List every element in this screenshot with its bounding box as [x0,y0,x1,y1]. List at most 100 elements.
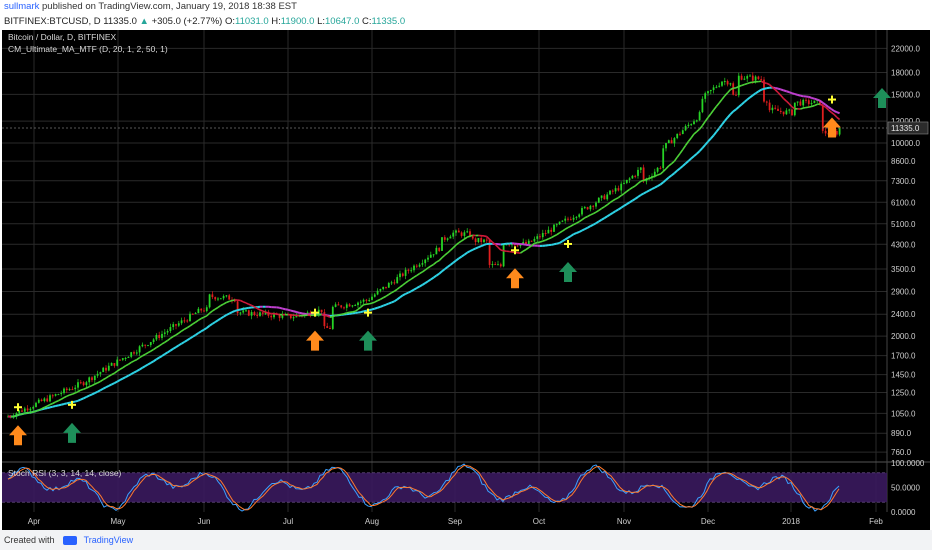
ma-fast-line [578,219,583,223]
candle-body [211,294,214,298]
candle-body [96,373,99,376]
ma-fast-line [617,194,622,199]
ma-fast-line [671,160,675,165]
ma-fast-line [142,353,146,357]
ma-slow-line [164,351,169,355]
ma-slow-line [693,152,698,157]
stoch-k-line [7,463,840,512]
ma-fast-line [382,295,387,299]
candle-body [765,101,768,103]
candle-body [124,357,127,359]
candle-body [628,178,631,180]
candle-body [600,195,603,198]
candle-body [704,93,707,99]
ma-slow-line [419,284,423,288]
candle-body [460,232,463,236]
ma-fast-line [724,92,729,97]
candle-body [225,295,228,297]
ma-slow-line [85,394,90,398]
ma-fast-line [197,317,202,321]
price-tick-label: 3500.0 [891,265,916,274]
ma-slow-line [466,250,471,254]
ma-slow-line [676,167,681,172]
ma-fast-line [463,236,468,240]
ma-fast-line [819,103,824,107]
candle-body [687,124,690,127]
candle-body [690,124,693,126]
ma-fast-line [595,209,600,213]
candle-body [499,264,502,267]
ma-fast-line [329,315,333,318]
ma-fast-line [542,239,546,242]
ma-fast-line [525,246,530,251]
ma-fast-line [262,310,266,313]
ma-slow-line [161,353,166,357]
ma-fast-line [32,410,37,413]
price-tick-label: 15000.0 [891,90,920,99]
price-chart-svg[interactable]: 22000.0 18000.0 15000.0 12000.0 10000.0 8600.… [2,30,930,530]
ma-fast-line [102,377,107,381]
chart-canvas[interactable]: 22000.0 18000.0 15000.0 12000.0 10000.0 8600.… [2,30,930,530]
ma-fast-line [710,109,715,115]
candle-body [791,109,793,116]
candle-body [802,99,805,106]
ma-slow-line [752,92,757,97]
candle-body [583,207,586,209]
ma-slow-line [113,380,118,384]
ma-slow-line [181,341,185,345]
tradingview-link[interactable]: TradingView [83,535,134,545]
candle-body [586,207,589,210]
time-axis-label: Apr [28,517,41,526]
candle-body [637,169,639,176]
ma-fast-line [466,235,471,238]
candle-body [785,110,788,115]
ma-fast-line [206,312,211,317]
candle-body [57,394,60,396]
candle-body [186,320,189,322]
candle-body [578,214,581,217]
ma-fast-line [623,190,628,195]
ma-fast-line [531,242,535,247]
ma-fast-line [609,200,614,204]
candle-body [413,265,415,271]
candle-body [247,310,250,316]
candle-body [278,314,281,318]
ma-fast-line [763,81,767,85]
ma-fast-line [217,304,222,309]
candle-body [77,382,79,388]
ma-slow-line [382,303,387,307]
buy-signal-arrow-icon [873,88,891,108]
indicator-legend[interactable]: CM_Ultimate_MA_MTF (D, 20, 1, 2, 50, 1) [8,44,168,54]
ma-slow-line [598,218,603,223]
ma-fast-line [147,350,152,354]
ma-slow-line [122,376,127,380]
candle-body [813,100,816,104]
ma-slow-line [402,293,407,297]
candle-body [259,312,261,316]
ma-fast-line [730,87,734,91]
candle-body [337,304,340,306]
candle-body [662,148,665,169]
candle-body [51,395,54,397]
author-link[interactable]: sullmark [4,1,40,12]
ma-fast-line [130,360,135,364]
ma-fast-line [567,225,572,229]
high-label: H: [271,16,281,27]
candle-body [197,308,200,314]
candle-body [233,300,236,302]
ma-fast-line [441,254,446,259]
candle-body [236,301,239,314]
ma-slow-line [240,307,244,311]
ma-fast-line [407,278,412,282]
candle-body [707,91,709,94]
ma-fast-line [626,188,631,193]
stoch-rsi-legend[interactable]: Stoch RSI (3, 3, 14, 14, close) [8,468,122,478]
price-tick-label: 4300.0 [891,240,916,249]
ma-slow-line [374,306,378,310]
ma-fast-line [324,314,328,317]
candle-body [701,98,704,113]
ma-fast-line [164,339,169,344]
ma-fast-line [827,109,832,113]
ma-slow-line [360,310,364,314]
ma-fast-line [788,103,793,108]
